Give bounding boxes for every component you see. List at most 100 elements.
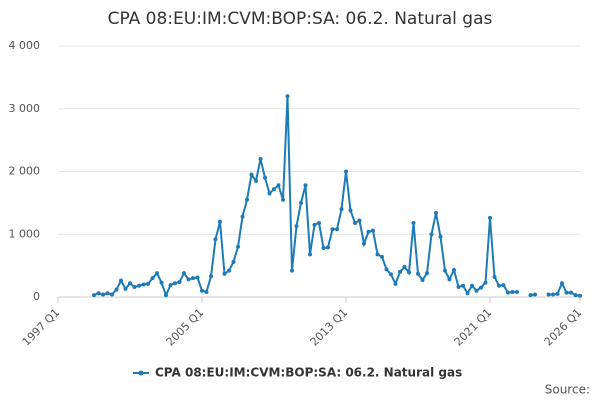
data-point [344, 169, 348, 174]
data-point [209, 274, 213, 279]
data-point [389, 272, 393, 277]
legend-marker [138, 370, 144, 376]
data-point [303, 183, 308, 188]
data-point [362, 241, 366, 246]
y-tick-label: 2 000 [9, 165, 41, 178]
data-point [402, 264, 407, 269]
data-point [474, 288, 479, 293]
data-point [123, 286, 128, 291]
data-point [186, 277, 191, 282]
data-point [267, 191, 272, 196]
data-point [393, 281, 398, 286]
data-point [501, 283, 506, 288]
data-point [240, 214, 245, 219]
x-tick-label: 2013 Q1 [308, 306, 351, 349]
data-point [213, 237, 218, 242]
data-point [429, 232, 434, 237]
data-point [375, 252, 380, 257]
data-point [384, 267, 389, 272]
data-point [195, 275, 200, 280]
data-point [465, 291, 470, 296]
data-point [141, 282, 146, 287]
data-point [204, 289, 209, 294]
data-point [272, 187, 276, 192]
data-point [155, 271, 159, 276]
data-point [182, 271, 186, 276]
data-point [177, 279, 182, 284]
data-point [317, 220, 321, 225]
data-point [479, 285, 483, 290]
data-point [159, 280, 164, 285]
x-tick-label: 2005 Q1 [164, 306, 207, 349]
data-point [578, 293, 582, 298]
y-tick-label: 4 000 [9, 39, 41, 52]
data-point [434, 210, 438, 215]
data-point [254, 178, 258, 183]
chart-title: CPA 08:EU:IM:CVM:BOP:SA: 06.2. Natural g… [108, 9, 493, 29]
data-point [200, 288, 204, 293]
data-point [299, 200, 303, 205]
data-point [353, 220, 357, 225]
data-point [218, 219, 222, 224]
data-point [380, 254, 384, 259]
data-point [285, 94, 290, 99]
x-tick-label: 1997 Q1 [20, 306, 63, 349]
data-point [483, 280, 488, 285]
data-point [456, 284, 461, 289]
data-point [506, 290, 510, 295]
data-point [173, 281, 177, 286]
data-point [551, 292, 555, 297]
data-point [321, 246, 326, 251]
data-point [96, 291, 101, 296]
data-point [258, 156, 263, 161]
series-line [93, 96, 517, 298]
data-point [555, 291, 560, 296]
data-point [416, 271, 420, 276]
data-point [245, 197, 249, 202]
x-tick-label: 2021 Q1 [452, 306, 495, 349]
data-point [461, 283, 465, 288]
data-point [119, 278, 123, 283]
y-tick-label: 1 000 [9, 227, 41, 240]
data-point [510, 289, 515, 294]
data-point [308, 252, 312, 257]
data-point [564, 290, 569, 295]
data-point [150, 276, 155, 281]
data-point [348, 208, 353, 213]
data-point [114, 287, 119, 292]
data-point [357, 218, 362, 223]
data-point [231, 259, 236, 264]
legend-label: CPA 08:EU:IM:CVM:BOP:SA: 06.2. Natural g… [155, 366, 462, 380]
data-point [470, 283, 474, 288]
data-point [407, 270, 411, 275]
data-point [497, 283, 501, 288]
data-point [528, 293, 533, 298]
data-point [168, 283, 173, 288]
data-point [164, 293, 168, 298]
data-point [249, 172, 254, 177]
data-point [101, 292, 105, 297]
data-point [398, 269, 402, 274]
data-point [191, 276, 195, 281]
data-point [227, 268, 231, 273]
data-point [420, 278, 425, 283]
data-point [281, 197, 285, 202]
data-point [137, 283, 141, 288]
data-point [330, 227, 335, 232]
data-point [443, 268, 447, 273]
data-point [263, 175, 267, 180]
data-point [492, 274, 497, 279]
data-point [290, 268, 294, 273]
data-point [560, 281, 564, 286]
data-point [294, 224, 299, 229]
data-point [438, 234, 443, 239]
data-point [222, 271, 227, 276]
data-point [569, 290, 573, 295]
data-point [132, 284, 137, 289]
data-point [312, 222, 317, 227]
data-point [335, 227, 339, 232]
data-point [452, 268, 456, 273]
y-tick-label: 3 000 [9, 102, 41, 115]
data-point [425, 271, 429, 276]
